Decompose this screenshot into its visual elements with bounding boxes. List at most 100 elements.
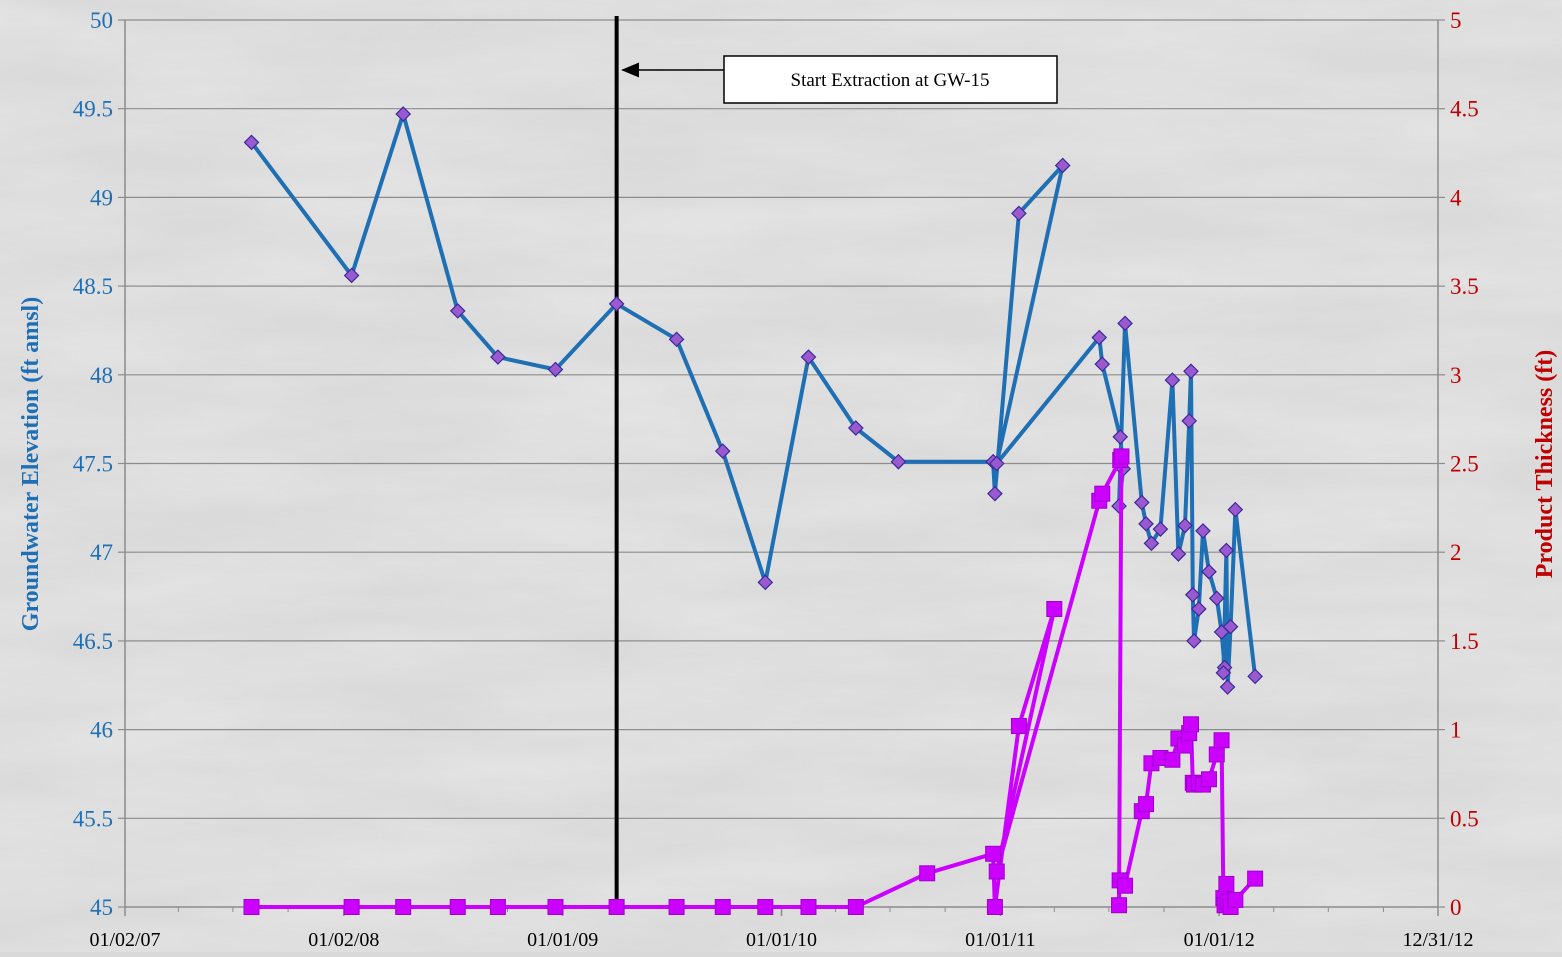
series-layer: [243, 106, 1264, 915]
data-point-elevation: [1164, 372, 1181, 388]
x-tick-label: 01/01/10: [746, 929, 817, 951]
y-tick-label-right: 2: [1450, 540, 1462, 565]
y-tick-label-right: 2.5: [1450, 452, 1479, 477]
y-tick-label-left: 50: [90, 8, 113, 33]
gridlines: [125, 19, 1438, 819]
data-point-elevation: [395, 106, 412, 122]
data-point-thickness: [489, 899, 506, 915]
data-point-elevation: [547, 361, 564, 378]
y-tick-label-right: 3: [1450, 363, 1462, 388]
data-point-elevation: [490, 349, 506, 365]
data-point-elevation: [1247, 668, 1263, 685]
y-tick-label-right: 4: [1450, 185, 1462, 210]
data-point-elevation: [1219, 679, 1236, 695]
y-tick-label-left: 46: [90, 718, 113, 743]
data-point-elevation: [343, 267, 360, 284]
x-tick-label: 01/01/12: [1184, 929, 1255, 951]
data-point-elevation: [608, 295, 625, 312]
data-point-thickness: [1138, 796, 1155, 813]
data-point-thickness: [986, 899, 1003, 915]
data-point-elevation: [757, 574, 774, 591]
y-tick-label-left: 45: [90, 895, 113, 920]
data-point-thickness: [1208, 746, 1225, 763]
x-tick-label: 01/01/09: [527, 929, 598, 951]
data-point-thickness: [395, 899, 412, 915]
y-tick-label-left: 45.5: [73, 806, 113, 831]
data-point-elevation: [1133, 494, 1150, 511]
data-point-thickness: [1218, 875, 1235, 892]
data-point-elevation: [1184, 586, 1201, 603]
data-point-elevation: [1011, 205, 1027, 222]
y-tick-label-left: 47.5: [73, 452, 113, 477]
x-tick-label: 01/01/11: [965, 929, 1035, 951]
data-point-elevation: [1170, 546, 1187, 562]
data-point-elevation: [1143, 535, 1160, 552]
y-tick-label-left: 46.5: [73, 629, 113, 654]
data-point-thickness: [919, 865, 936, 882]
data-point-elevation: [668, 331, 685, 348]
data-point-elevation: [1117, 315, 1133, 332]
data-point-thickness: [343, 899, 360, 915]
data-point-thickness: [714, 899, 731, 915]
data-point-thickness: [1164, 751, 1181, 768]
data-point-thickness: [668, 899, 685, 915]
x-tick-label: 12/31/12: [1402, 929, 1473, 951]
data-point-elevation: [1215, 664, 1232, 681]
y-axis-label-left: Groundwater Elevation (ft amsl): [18, 297, 44, 631]
y-tick-label-left: 49: [90, 185, 113, 210]
data-point-elevation: [890, 453, 907, 470]
data-point-elevation: [1181, 413, 1198, 429]
y-tick-label-right: 4.5: [1450, 97, 1479, 122]
y-axis-label-right: Product Thickness (ft): [1532, 350, 1558, 578]
annotation-text: Start Extraction at GW-15: [791, 70, 990, 91]
data-point-thickness: [1117, 877, 1134, 894]
data-point-elevation: [449, 303, 466, 319]
data-point-elevation: [847, 420, 864, 436]
data-point-thickness: [1094, 485, 1111, 502]
data-point-elevation: [1227, 501, 1244, 518]
y-tick-label-right: 5: [1450, 8, 1462, 33]
data-point-thickness: [449, 899, 466, 915]
data-point-thickness: [1111, 897, 1128, 914]
extraction-annotation: Start Extraction at GW-15: [614, 16, 1058, 907]
data-point-thickness: [608, 899, 625, 915]
data-point-thickness: [547, 899, 564, 915]
data-point-thickness: [985, 845, 1002, 862]
data-point-elevation: [1183, 363, 1199, 380]
data-point-elevation: [800, 349, 817, 365]
x-tick-label: 01/02/07: [89, 929, 160, 951]
data-point-elevation: [1190, 601, 1207, 617]
y-tick-label-left: 49.5: [73, 97, 113, 122]
data-point-elevation: [1218, 542, 1235, 559]
data-point-elevation: [714, 443, 731, 459]
y-tick-label-right: 3.5: [1450, 274, 1479, 299]
y-tick-label-right: 0: [1450, 895, 1462, 920]
y-tick-label-left: 47: [90, 540, 113, 565]
data-point-elevation: [1195, 523, 1211, 539]
data-point-elevation: [1091, 329, 1108, 346]
data-point-elevation: [1094, 356, 1111, 373]
data-point-thickness: [1227, 891, 1244, 908]
data-point-thickness: [1213, 732, 1230, 749]
y-tick-label-right: 1: [1450, 718, 1462, 743]
data-point-elevation: [988, 455, 1005, 472]
y-tick-label-right: 0.5: [1450, 806, 1479, 831]
data-point-thickness: [1113, 448, 1130, 465]
data-point-thickness: [1010, 718, 1027, 735]
data-point-elevation: [1054, 157, 1071, 174]
y-tick-label-left: 48.5: [73, 274, 113, 299]
series-product-thickness: [243, 448, 1264, 915]
data-point-elevation: [987, 485, 1003, 502]
data-point-elevation: [1222, 618, 1239, 635]
data-point-thickness: [1200, 771, 1217, 788]
data-point-elevation: [1186, 633, 1202, 649]
data-point-thickness: [243, 899, 260, 915]
data-point-thickness: [988, 863, 1005, 880]
data-point-thickness: [1182, 716, 1199, 733]
data-point-elevation: [1138, 515, 1154, 532]
data-point-thickness: [1046, 600, 1063, 617]
data-point-elevation: [1112, 429, 1129, 445]
